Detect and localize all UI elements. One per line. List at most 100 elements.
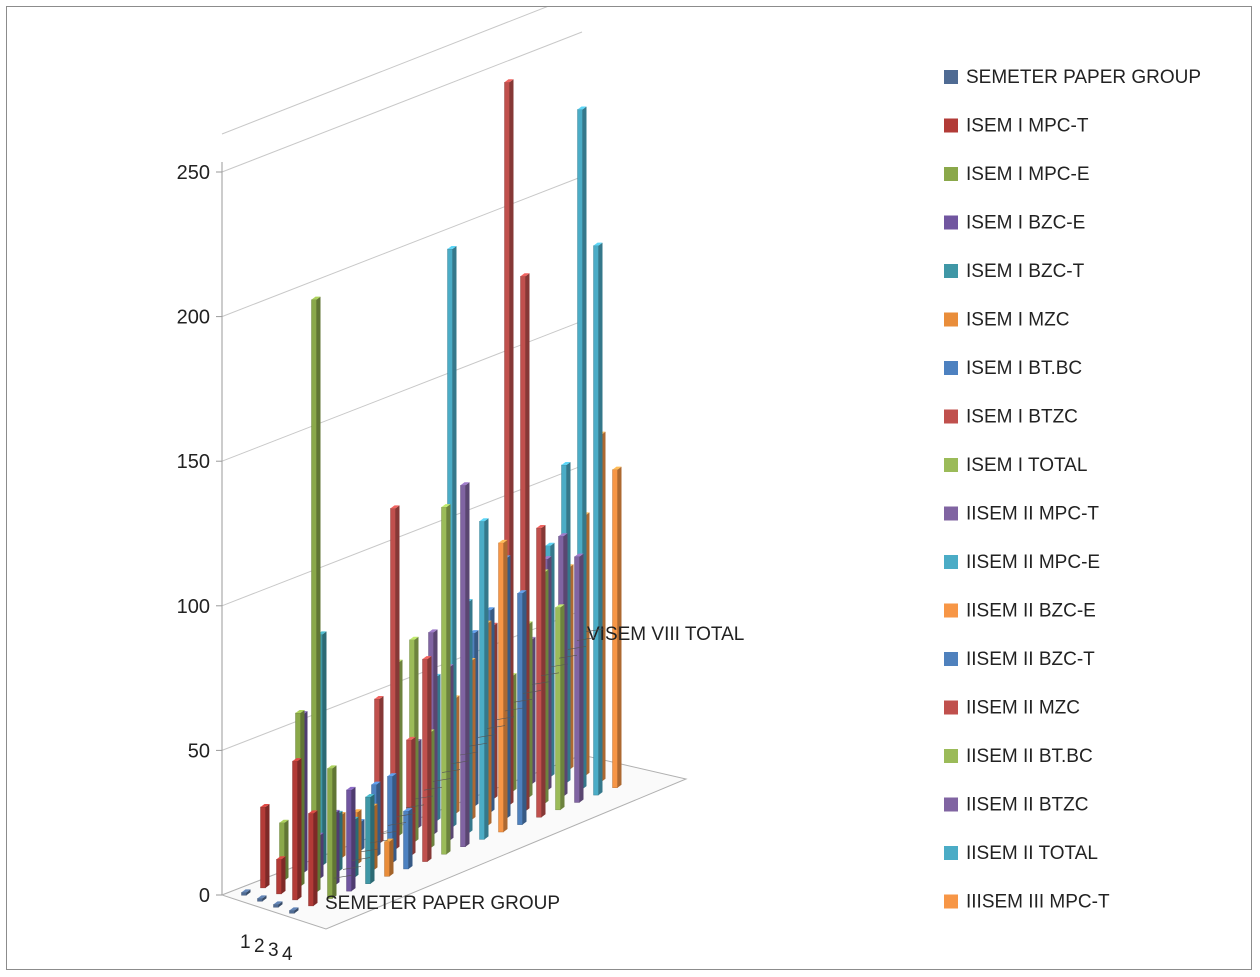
bar (403, 808, 413, 870)
depth-tick (333, 874, 353, 879)
legend-item: IISEM II BT.BC (944, 746, 1093, 767)
depth-tick (342, 866, 362, 870)
depth-tick (468, 742, 488, 747)
legend-swatch (944, 894, 958, 909)
bar (441, 504, 451, 855)
depth-axis: SEMETER PAPER GROUP VISEM VIII TOTAL (325, 624, 744, 914)
legend-label: SEMETER PAPER GROUP (966, 67, 1201, 88)
legend-swatch (944, 70, 958, 84)
depth-tick (351, 857, 371, 861)
legend-label: IISEM II BTZC (966, 795, 1088, 816)
legend-label: IISEM II MPC-E (966, 552, 1100, 573)
legend-item: IIISEM III MPC-T (944, 892, 1110, 913)
legend-item: SEMETER PAPER GROUP (944, 67, 1201, 88)
legend-swatch (944, 700, 958, 715)
depth-tick (576, 637, 596, 641)
depth-tick (378, 830, 398, 835)
depth-tick (540, 672, 560, 677)
bar (241, 889, 251, 896)
legend-swatch (944, 846, 958, 860)
legend-swatch (944, 312, 958, 327)
legend-swatch (944, 652, 958, 666)
depth-tick (405, 804, 425, 809)
depth-tick (531, 681, 551, 685)
bar (292, 758, 302, 901)
legend-swatch (944, 409, 958, 424)
legend-item: IISEM II MPC-T (944, 504, 1099, 525)
legend-label: ISEM I MPC-T (966, 116, 1089, 137)
depth-tick (441, 769, 461, 773)
depth-tick (414, 795, 434, 800)
y-tick-label: 0 (199, 885, 210, 907)
bar (574, 553, 584, 803)
legend-label: IIISEM III MPC-T (966, 892, 1110, 913)
legend-swatch (944, 215, 958, 230)
legend-label: ISEM I TOTAL (966, 455, 1087, 476)
legend-swatch (944, 167, 958, 181)
bar (308, 810, 318, 907)
depth-tick (423, 786, 443, 791)
legend-swatch (944, 506, 958, 521)
legend-swatch (944, 264, 958, 278)
x-tick-label: 4 (282, 944, 293, 965)
legend: SEMETER PAPER GROUP ISEM I MPC-T ISEM I MP… (944, 67, 1201, 913)
legend-item: ISEM I BZC-T (944, 261, 1085, 282)
bar (498, 539, 508, 833)
legend-swatch (944, 797, 958, 812)
legend-label: ISEM I BZC-E (966, 213, 1085, 234)
legend-swatch (944, 603, 958, 618)
legend-item: ISEM I MZC (944, 310, 1069, 331)
gridline (221, 176, 583, 318)
depth-tick (396, 813, 416, 817)
legend-item: ISEM I BZC-E (944, 213, 1085, 234)
bar (289, 907, 299, 914)
legend-item: IISEM II BZC-E (944, 601, 1096, 622)
bar (384, 838, 394, 877)
depth-tick (567, 646, 587, 650)
bar (422, 656, 432, 862)
legend-item: IISEM II BZC-T (944, 649, 1095, 670)
bar (517, 590, 527, 825)
legend-swatch (944, 361, 958, 375)
depth-tick (558, 654, 578, 659)
depth-tick (504, 707, 524, 712)
depth-tick (450, 760, 470, 765)
bar (260, 803, 270, 889)
bar (479, 518, 489, 840)
bar (257, 895, 267, 902)
depth-tick (369, 839, 389, 844)
legend-item: IISEM II TOTAL (944, 843, 1098, 864)
bar (327, 765, 337, 899)
legend-label: IISEM II MZC (966, 698, 1080, 719)
depth-tick-label: SEMETER PAPER GROUP (325, 893, 560, 914)
legend-item: ISEM I BT.BC (944, 358, 1082, 379)
legend-label: ISEM I MZC (966, 310, 1069, 331)
depth-tick (486, 725, 506, 729)
legend-item: ISEM I BTZC (944, 407, 1078, 428)
legend-item: IISEM II MPC-E (944, 552, 1100, 573)
depth-tick (477, 734, 497, 738)
bar (593, 242, 603, 796)
x-tick-label: 3 (268, 940, 279, 961)
gridline (221, 31, 583, 173)
depth-tick (495, 716, 515, 721)
y-tick-label: 50 (188, 740, 210, 762)
chart-walls (220, 7, 688, 930)
y-axis: 0 50 100 150 200 250 (177, 162, 222, 907)
legend-label: IISEM II MPC-T (966, 504, 1099, 525)
y-tick-label: 100 (177, 596, 210, 618)
legend-label: ISEM I MPC-E (966, 164, 1090, 185)
depth-tick (387, 822, 407, 826)
depth-tick (459, 751, 479, 756)
bar (612, 466, 622, 788)
bar (536, 525, 546, 818)
depth-tick (360, 848, 380, 853)
bar (555, 604, 565, 811)
legend-label: ISEM I BT.BC (966, 358, 1082, 379)
legend-swatch (944, 118, 958, 133)
legend-item: ISEM I TOTAL (944, 455, 1087, 476)
x-tick-label: 1 (240, 932, 251, 953)
